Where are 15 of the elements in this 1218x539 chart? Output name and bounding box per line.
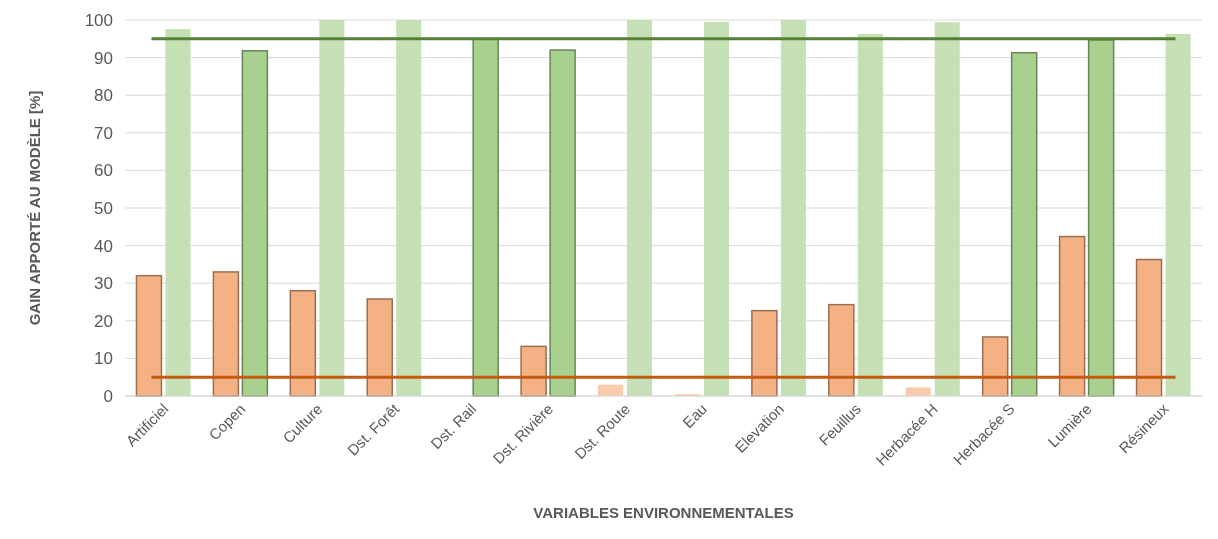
y-tick-label: 70 <box>94 123 113 143</box>
y-tick-label: 30 <box>94 274 113 294</box>
y-axis-title: GAIN APPORTÉ AU MODÈLE [%] <box>26 90 43 326</box>
x-tick-label: Dst. Rail <box>427 400 480 453</box>
x-tick-label: Eau <box>679 400 711 431</box>
y-tick-label: 10 <box>94 349 113 369</box>
y-tick-label: 40 <box>94 236 113 256</box>
y-tick-label: 50 <box>94 198 113 218</box>
y-tick-label: 100 <box>84 10 113 30</box>
y-tick-label: 80 <box>94 86 113 106</box>
y-tick-label: 60 <box>94 161 113 181</box>
x-axis-title: VARIABLES ENVIRONNEMENTALES <box>533 504 794 521</box>
y-tick-label: 90 <box>94 48 113 68</box>
y-tick-label: 20 <box>94 311 113 331</box>
y-tick-label: 0 <box>103 386 113 406</box>
